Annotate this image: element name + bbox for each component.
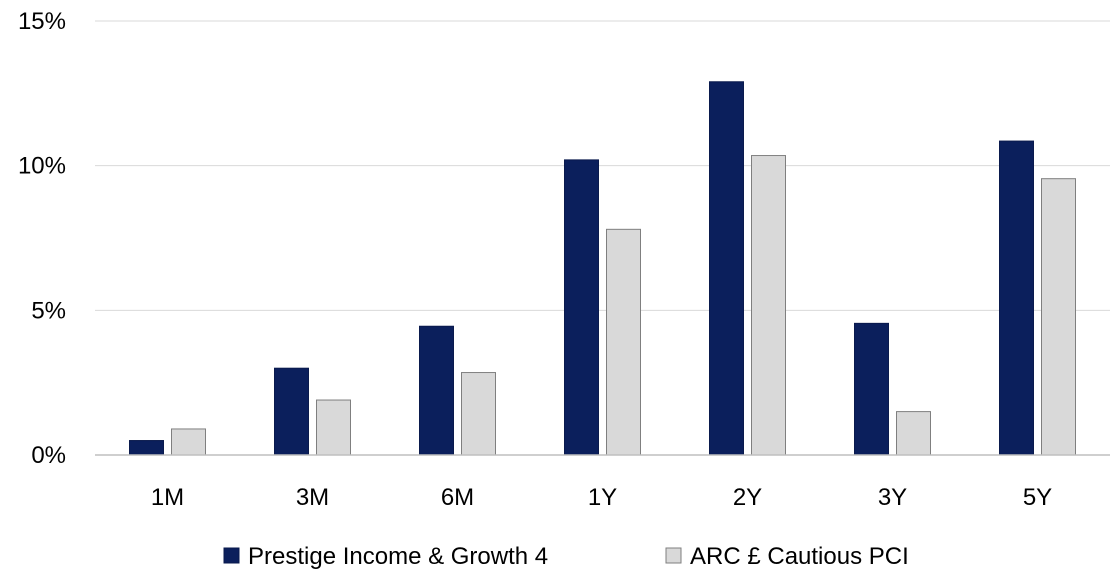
y-tick-label: 10% [18,153,66,180]
x-tick-label: 6M [441,484,474,511]
legend-label-arc: ARC £ Cautious PCI [690,543,909,570]
x-tick-label: 3M [296,484,329,511]
x-tick-label: 3Y [878,484,907,511]
bar-3y-arc [896,411,931,456]
y-tick-label: 0% [31,442,66,469]
legend-label-prestige: Prestige Income & Growth 4 [248,543,548,570]
bar-1y-prestige [564,159,599,456]
bar-1y-arc [606,228,641,456]
x-axis-ticks: 1M 3M 6M 1Y 2Y 3Y 5Y [151,484,1052,511]
bar-3y-prestige [854,322,889,456]
legend-swatch-arc [665,547,682,564]
bar-2y-prestige [709,81,744,456]
bar-1m-prestige [129,440,164,456]
bar-6m-prestige [419,325,454,456]
x-tick-label: 5Y [1023,484,1052,511]
x-tick-label: 2Y [733,484,762,511]
bar-1m-arc [171,428,206,456]
x-tick-label: 1M [151,484,184,511]
bar-2y-arc [751,155,786,456]
x-tick-label: 1Y [588,484,617,511]
bar-3m-prestige [274,367,309,456]
bar-6m-arc [461,372,496,456]
bar-5y-arc [1041,178,1076,456]
y-axis-ticks: 0% 5% 10% 15% [18,8,66,469]
bar-3m-arc [316,399,351,456]
y-tick-label: 5% [31,297,66,324]
legend-swatch-prestige [223,547,240,564]
gridlines [95,20,1110,311]
legend: Prestige Income & Growth 4 ARC £ Cautiou… [223,543,909,570]
bars [129,81,1076,456]
y-tick-label: 15% [18,8,66,35]
bar-5y-prestige [999,140,1034,456]
